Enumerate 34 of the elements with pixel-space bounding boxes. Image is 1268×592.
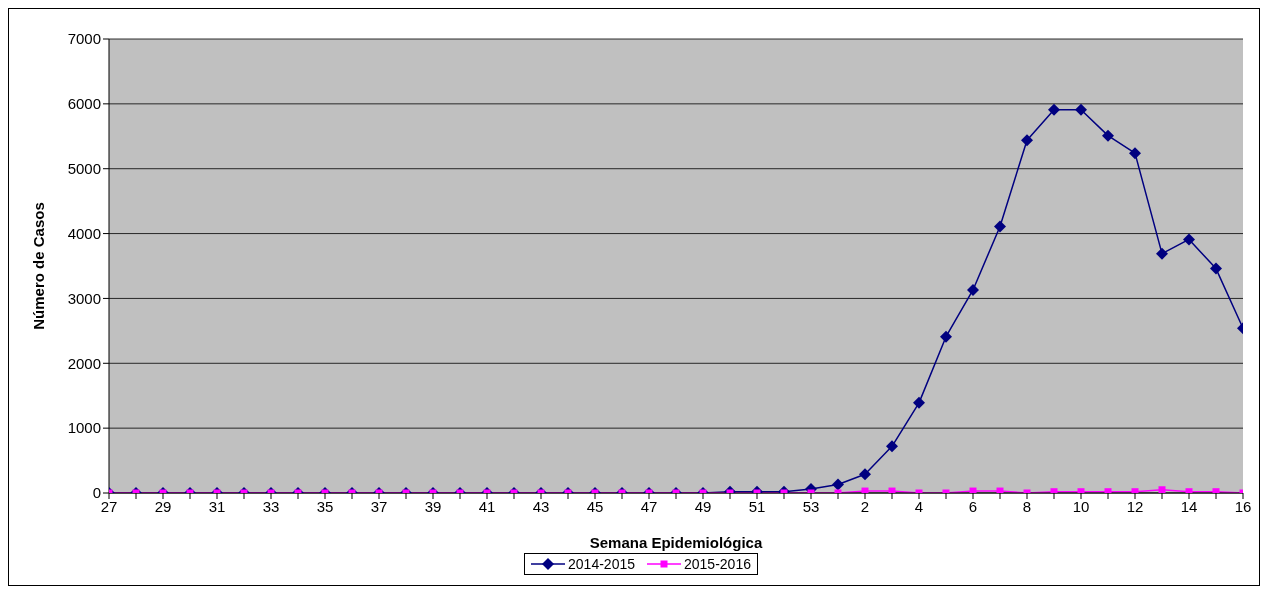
y-tick-label: 3000: [67, 289, 101, 307]
x-tick-label: 4: [914, 497, 924, 515]
x-tick-label: 33: [262, 497, 280, 515]
y-tick-label: 5000: [67, 160, 101, 178]
y-tick-label: 4000: [67, 224, 101, 242]
y-tick-label: 0: [92, 484, 101, 502]
x-tick-label: 31: [208, 497, 226, 515]
x-tick-label: 12: [1126, 497, 1144, 515]
x-tick-label: 2: [860, 497, 870, 515]
x-tick-label: 27: [100, 497, 118, 515]
y-tick-label: 6000: [67, 95, 101, 113]
y-axis-title: Número de Casos: [30, 202, 48, 330]
legend-label: 2015-2016: [683, 556, 751, 572]
x-tick-label: 35: [316, 497, 334, 515]
x-tick-label: 47: [640, 497, 658, 515]
y-tick-label: 2000: [67, 354, 101, 372]
x-tick-label: 10: [1072, 497, 1090, 515]
x-tick-label: 39: [424, 497, 442, 515]
x-tick-label: 49: [694, 497, 712, 515]
y-tick-label: 7000: [67, 30, 101, 48]
x-tick-label: 6: [968, 497, 978, 515]
x-tick-label: 43: [532, 497, 550, 515]
x-tick-label: 41: [478, 497, 496, 515]
x-tick-label: 45: [586, 497, 604, 515]
x-axis-title: Semana Epidemiológica: [589, 534, 763, 551]
legend-label: 2014-2015: [567, 556, 635, 572]
x-tick-label: 53: [802, 497, 820, 515]
x-tick-label: 14: [1180, 497, 1198, 515]
x-tick-label: 29: [154, 497, 172, 515]
x-tick-label: 16: [1234, 497, 1252, 515]
x-tick-label: 51: [748, 497, 766, 515]
y-tick-label: 1000: [67, 419, 101, 437]
x-tick-label: 37: [370, 497, 388, 515]
x-tick-label: 8: [1022, 497, 1032, 515]
